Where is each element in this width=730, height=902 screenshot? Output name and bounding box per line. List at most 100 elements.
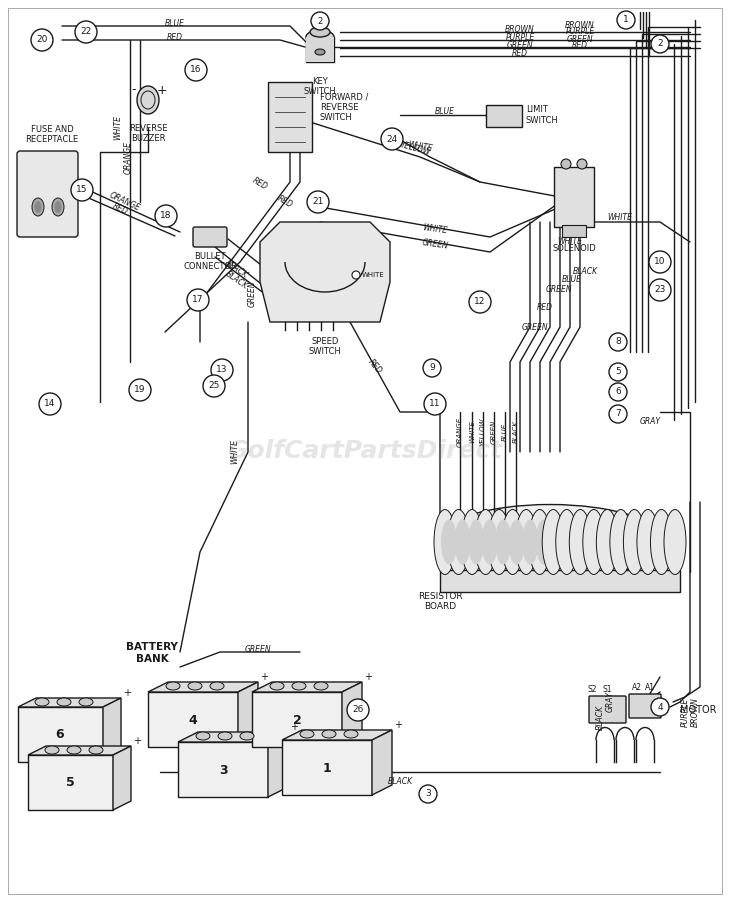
Ellipse shape bbox=[300, 730, 314, 738]
Circle shape bbox=[609, 333, 627, 351]
Bar bbox=[268, 82, 312, 152]
Polygon shape bbox=[342, 682, 362, 747]
Text: GREEN: GREEN bbox=[546, 286, 572, 294]
Text: PURPLE: PURPLE bbox=[680, 697, 690, 727]
Ellipse shape bbox=[32, 198, 44, 216]
Text: 12: 12 bbox=[474, 298, 485, 307]
Circle shape bbox=[347, 699, 369, 721]
Ellipse shape bbox=[55, 201, 61, 213]
Circle shape bbox=[352, 271, 360, 279]
Text: WHITE: WHITE bbox=[407, 141, 433, 153]
Text: ORANGE: ORANGE bbox=[108, 191, 142, 213]
Ellipse shape bbox=[474, 510, 496, 575]
Circle shape bbox=[651, 35, 669, 53]
Text: RED: RED bbox=[167, 32, 183, 41]
Circle shape bbox=[424, 393, 446, 415]
Text: 5: 5 bbox=[615, 367, 621, 376]
Ellipse shape bbox=[522, 520, 538, 565]
Circle shape bbox=[75, 21, 97, 43]
Text: +: + bbox=[290, 722, 298, 732]
Ellipse shape bbox=[658, 520, 674, 565]
FancyBboxPatch shape bbox=[193, 227, 227, 247]
Bar bbox=[554, 167, 594, 227]
Bar bbox=[486, 105, 522, 127]
Text: 2: 2 bbox=[293, 713, 301, 726]
Polygon shape bbox=[260, 222, 390, 322]
Text: BLUE: BLUE bbox=[435, 106, 455, 115]
FancyBboxPatch shape bbox=[589, 696, 626, 723]
Circle shape bbox=[649, 251, 671, 273]
Circle shape bbox=[651, 698, 669, 716]
Circle shape bbox=[617, 11, 635, 29]
Text: S2: S2 bbox=[587, 685, 596, 694]
Ellipse shape bbox=[292, 682, 306, 690]
Ellipse shape bbox=[137, 86, 159, 114]
Ellipse shape bbox=[529, 510, 550, 575]
Ellipse shape bbox=[166, 682, 180, 690]
Text: A1: A1 bbox=[645, 683, 655, 692]
Circle shape bbox=[609, 383, 627, 401]
Polygon shape bbox=[28, 746, 131, 755]
Text: 17: 17 bbox=[192, 296, 204, 305]
Circle shape bbox=[211, 359, 233, 381]
Text: BROWN: BROWN bbox=[565, 21, 595, 30]
Text: RED: RED bbox=[572, 41, 588, 51]
Text: WHITE: WHITE bbox=[231, 439, 239, 465]
Ellipse shape bbox=[315, 49, 325, 55]
Circle shape bbox=[203, 375, 225, 397]
Text: 16: 16 bbox=[191, 66, 201, 75]
Polygon shape bbox=[268, 732, 288, 797]
Polygon shape bbox=[103, 698, 121, 762]
Text: 4: 4 bbox=[188, 713, 197, 726]
Text: SPEED
SWITCH: SPEED SWITCH bbox=[309, 337, 342, 356]
Ellipse shape bbox=[569, 510, 591, 575]
Text: BROWN: BROWN bbox=[505, 25, 535, 34]
Ellipse shape bbox=[434, 510, 456, 575]
Text: KEY
SWITCH: KEY SWITCH bbox=[304, 77, 337, 97]
Text: BLACK: BLACK bbox=[572, 268, 598, 277]
Text: REVERSE
BUZZER: REVERSE BUZZER bbox=[128, 124, 167, 143]
Text: YELLOW: YELLOW bbox=[480, 418, 486, 446]
Text: 19: 19 bbox=[134, 385, 146, 394]
Ellipse shape bbox=[468, 520, 484, 565]
Circle shape bbox=[307, 191, 329, 213]
Circle shape bbox=[419, 785, 437, 803]
Text: FUSE AND
RECEPTACLE: FUSE AND RECEPTACLE bbox=[26, 124, 79, 144]
Ellipse shape bbox=[509, 520, 525, 565]
Bar bbox=[18, 707, 103, 762]
Text: 24: 24 bbox=[386, 134, 398, 143]
Ellipse shape bbox=[89, 746, 103, 754]
Text: RED: RED bbox=[512, 50, 528, 59]
Ellipse shape bbox=[631, 520, 646, 565]
Text: GREEN: GREEN bbox=[491, 419, 497, 444]
Text: WHITE: WHITE bbox=[558, 237, 583, 246]
Text: GREEN: GREEN bbox=[522, 323, 548, 332]
Text: ORANGE: ORANGE bbox=[457, 417, 463, 447]
Ellipse shape bbox=[576, 520, 592, 565]
Text: BLACK: BLACK bbox=[388, 778, 412, 787]
Text: RED: RED bbox=[251, 176, 269, 192]
Text: GREEN: GREEN bbox=[421, 238, 449, 251]
Circle shape bbox=[609, 363, 627, 381]
Text: 26: 26 bbox=[353, 705, 364, 714]
Bar bbox=[148, 692, 238, 747]
FancyBboxPatch shape bbox=[17, 151, 78, 237]
Text: 11: 11 bbox=[429, 400, 441, 409]
Ellipse shape bbox=[35, 698, 49, 706]
Ellipse shape bbox=[196, 732, 210, 740]
Text: +: + bbox=[133, 736, 141, 746]
Ellipse shape bbox=[57, 698, 71, 706]
Circle shape bbox=[311, 12, 329, 30]
Ellipse shape bbox=[34, 201, 42, 213]
Text: WHITE: WHITE bbox=[422, 223, 448, 235]
Polygon shape bbox=[238, 682, 258, 747]
Ellipse shape bbox=[583, 510, 605, 575]
Ellipse shape bbox=[322, 730, 336, 738]
Polygon shape bbox=[148, 682, 258, 692]
Ellipse shape bbox=[617, 520, 633, 565]
Circle shape bbox=[187, 289, 209, 311]
Text: BULLET
CONNECTOR: BULLET CONNECTOR bbox=[183, 252, 237, 272]
Text: 15: 15 bbox=[76, 186, 88, 195]
Text: BLUE: BLUE bbox=[562, 275, 582, 284]
Ellipse shape bbox=[218, 732, 232, 740]
